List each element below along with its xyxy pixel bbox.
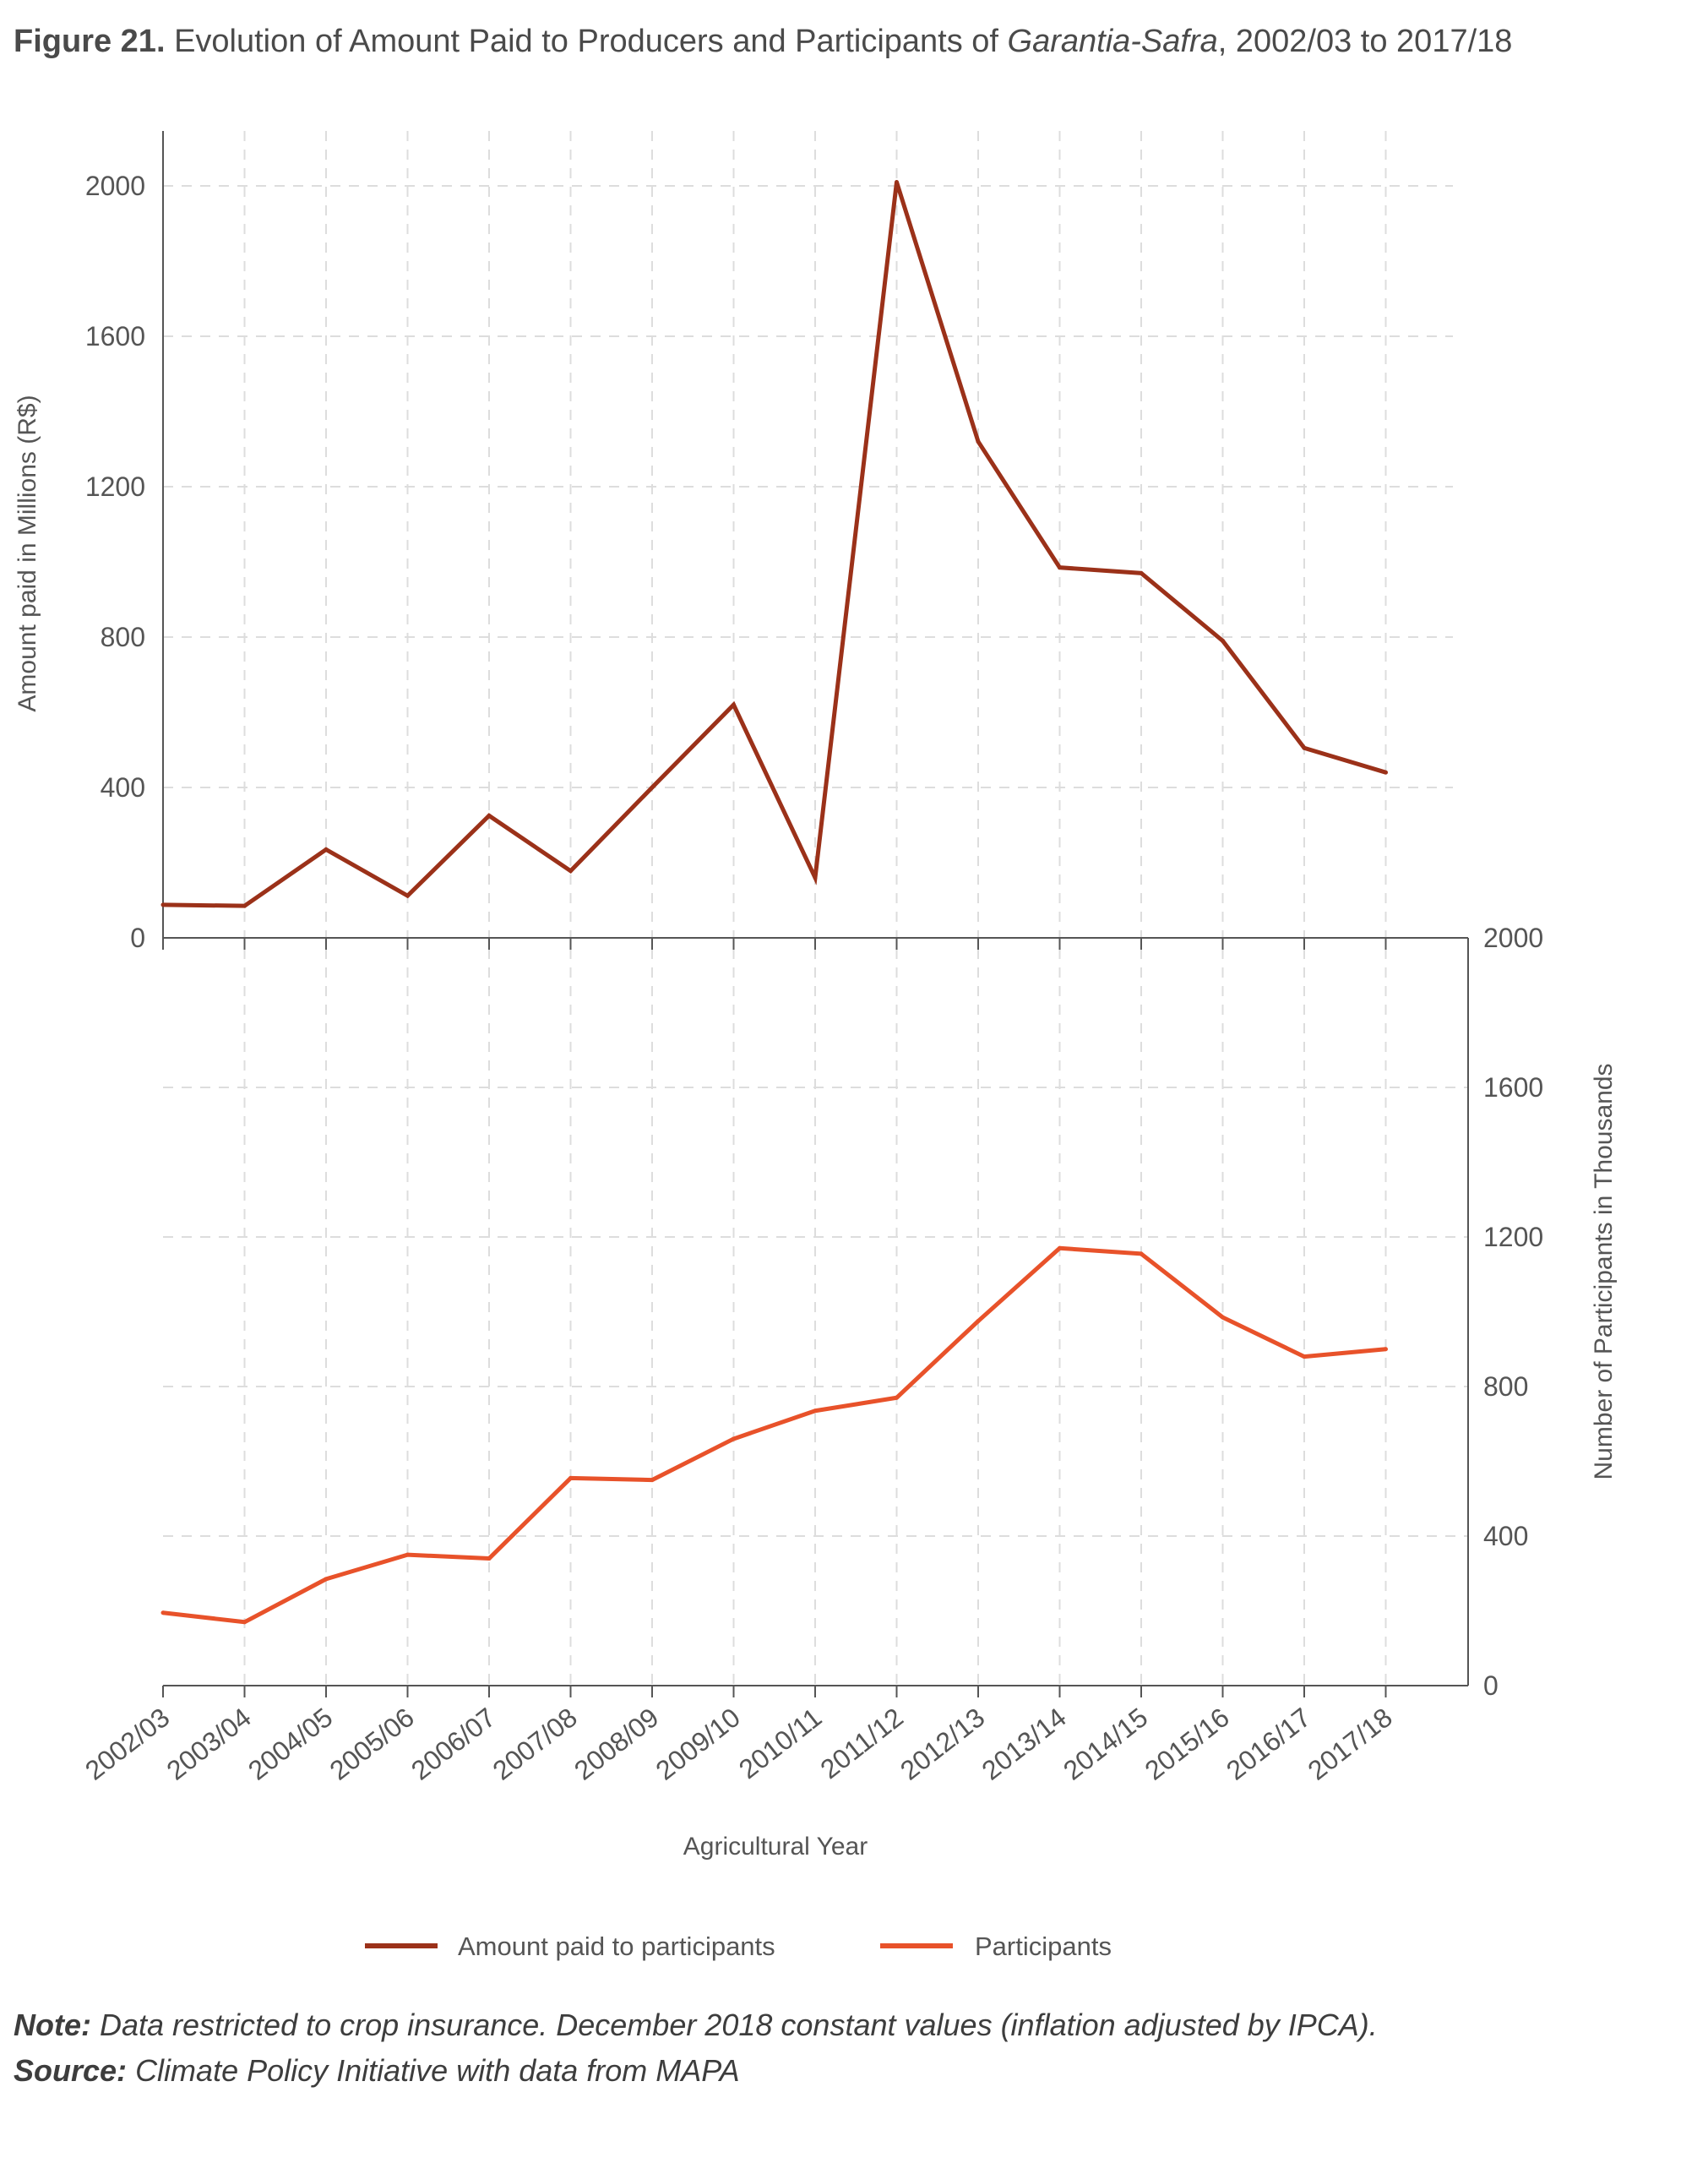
data-point-amount xyxy=(324,847,329,852)
source-text: Climate Policy Initiative with data from… xyxy=(135,2053,740,2088)
y-tick-label-participants: 800 xyxy=(1483,1371,1528,1402)
series-layer xyxy=(160,180,1388,1625)
note-text: Data restricted to crop insurance. Decem… xyxy=(100,2008,1378,2042)
note-label: Note: xyxy=(14,2008,91,2042)
figure-title: Figure 21. Evolution of Amount Paid to P… xyxy=(14,24,1512,60)
data-point-amount xyxy=(1302,745,1307,750)
tick-layer: 0 400 800 1200 1600 2000 0 400 800 1200 1600 2000 20… xyxy=(79,171,1543,1786)
x-tick-label: 2011/12 xyxy=(814,1702,908,1784)
series-line-amount xyxy=(162,181,1387,908)
x-tick-label: 2004/05 xyxy=(242,1702,338,1786)
y-tick-label-participants: 1200 xyxy=(1483,1222,1543,1252)
x-tick-label: 2003/04 xyxy=(160,1702,256,1786)
series-line-participants xyxy=(162,1245,1386,1625)
source-line: Source: Climate Policy Initiative with d… xyxy=(14,2048,1378,2094)
title-italic: Garantia-Safra xyxy=(1007,24,1218,59)
y-tick-label-participants: 400 xyxy=(1483,1521,1528,1551)
data-point-amount xyxy=(487,813,492,818)
data-point-participants xyxy=(732,1436,736,1441)
x-tick-label: 2007/08 xyxy=(487,1702,582,1786)
x-tick-label: 2006/07 xyxy=(405,1702,501,1786)
source-label: Source: xyxy=(14,2053,128,2088)
figure-notes: Note: Data restricted to crop insurance.… xyxy=(14,2002,1378,2094)
data-point-participants xyxy=(160,1610,166,1615)
x-tick-label: 2015/16 xyxy=(1139,1702,1234,1786)
y-axis-title-participants: Number of Participants in Thousands xyxy=(1590,1063,1618,1479)
data-point-amount xyxy=(1221,638,1225,643)
legend: Amount paid to participants Participants xyxy=(365,1931,1112,1961)
data-point-amount xyxy=(1384,770,1388,775)
data-point-participants xyxy=(324,1577,329,1582)
data-point-amount xyxy=(242,903,247,908)
combined-line-chart: 0 400 800 1200 1600 2000 0 400 800 1200 1600 2000 20… xyxy=(14,131,1618,1961)
data-point-amount xyxy=(732,702,736,707)
note-line: Note: Data restricted to crop insurance.… xyxy=(14,2002,1378,2048)
data-point-participants xyxy=(242,1620,247,1625)
data-point-amount xyxy=(813,875,818,880)
data-point-participants xyxy=(813,1408,818,1414)
data-point-amount xyxy=(405,893,410,898)
y-tick-label-amount: 400 xyxy=(101,772,145,803)
x-tick-label: 2002/03 xyxy=(79,1702,175,1786)
figure-label: Figure 21. xyxy=(14,24,166,59)
data-point-amount xyxy=(1139,570,1144,575)
data-point-participants xyxy=(895,1395,899,1400)
data-point-participants xyxy=(650,1478,655,1483)
data-point-participants xyxy=(487,1556,492,1561)
y-tick-label-amount: 2000 xyxy=(85,171,145,201)
x-tick-label: 2016/17 xyxy=(1221,1702,1316,1786)
data-point-participants xyxy=(976,1319,981,1324)
y-tick-label-amount: 0 xyxy=(130,923,145,953)
y-tick-label-participants: 0 xyxy=(1483,1670,1499,1701)
legend-label-participants: Participants xyxy=(975,1931,1112,1961)
data-point-participants xyxy=(1221,1315,1225,1320)
data-point-amount xyxy=(568,869,573,874)
x-tick-label: 2009/10 xyxy=(650,1702,745,1786)
grid-layer xyxy=(163,131,1468,1686)
title-text: Evolution of Amount Paid to Producers an… xyxy=(174,24,1008,59)
x-tick-label: 2010/11 xyxy=(733,1702,827,1784)
data-point-participants xyxy=(1384,1347,1388,1352)
x-tick-label: 2008/09 xyxy=(568,1702,664,1786)
x-tick-label: 2005/06 xyxy=(324,1702,419,1786)
x-tick-label: 2013/14 xyxy=(976,1702,1071,1786)
y-tick-label-participants: 1600 xyxy=(1483,1072,1543,1103)
x-tick-label: 2014/15 xyxy=(1058,1702,1153,1786)
data-point-participants xyxy=(1058,1245,1062,1250)
y-tick-label-amount: 1600 xyxy=(85,321,145,351)
data-point-participants xyxy=(1139,1251,1144,1256)
data-point-amount xyxy=(160,902,166,907)
data-point-participants xyxy=(1302,1354,1307,1359)
data-point-amount xyxy=(895,180,899,185)
x-axis-title: Agricultural Year xyxy=(683,1833,868,1861)
y-tick-label-amount: 800 xyxy=(101,622,145,652)
title-suffix: , 2002/03 to 2017/18 xyxy=(1217,24,1513,59)
x-tick-label: 2012/13 xyxy=(895,1702,990,1786)
data-point-amount xyxy=(1058,565,1062,570)
y-tick-label-amount: 1200 xyxy=(85,471,145,502)
y-tick-label-participants: 2000 xyxy=(1483,923,1543,953)
legend-label-amount: Amount paid to participants xyxy=(458,1931,775,1961)
data-point-participants xyxy=(405,1552,410,1557)
data-point-participants xyxy=(568,1475,573,1480)
data-point-amount xyxy=(650,785,655,790)
y-axis-title-amount: Amount paid in Millions (R$) xyxy=(14,395,41,711)
data-point-amount xyxy=(976,439,981,444)
x-tick-label: 2017/18 xyxy=(1302,1702,1397,1786)
